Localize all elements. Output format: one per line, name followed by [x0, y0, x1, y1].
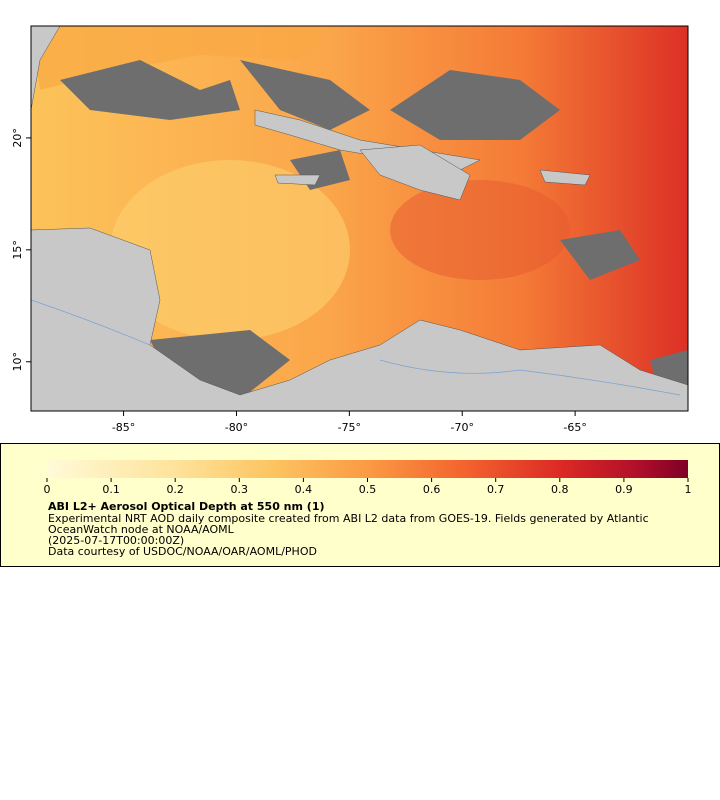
x-tick-label: -70° — [450, 421, 473, 434]
plot-frame — [30, 25, 689, 412]
legend-line: Experimental NRT AOD daily composite cre… — [48, 512, 649, 525]
colorbar-tick-label: 0.2 — [166, 483, 184, 496]
colorbar-tick-label: 0.1 — [102, 483, 120, 496]
colorbar — [47, 460, 688, 478]
colorbar-tick-label: 0.6 — [423, 483, 441, 496]
x-tick-label: -65° — [563, 421, 586, 434]
x-tick-label: -80° — [225, 421, 248, 434]
colorbar-tick-label: 0.3 — [231, 483, 249, 496]
colorbar-tick-label: 0.4 — [295, 483, 313, 496]
x-tick-label: -85° — [112, 421, 135, 434]
colorbar-tick-label: 0 — [44, 483, 51, 496]
colorbar-tick-label: 0.9 — [615, 483, 633, 496]
map-image — [31, 26, 688, 411]
y-tick-label: 20° — [11, 128, 24, 148]
colorbar-tick-label: 0.8 — [551, 483, 569, 496]
x-tick-label: -75° — [338, 421, 361, 434]
y-tick-label: 15° — [11, 240, 24, 260]
legend-title: ABI L2+ Aerosol Optical Depth at 550 nm … — [48, 500, 325, 513]
legend-line: (2025-07-17T00:00:00Z) — [48, 534, 184, 547]
colorbar-tick-label: 0.7 — [487, 483, 505, 496]
y-tick-label: 10° — [11, 352, 24, 372]
legend-line: Data courtesy of USDOC/NOAA/OAR/AOML/PHO… — [48, 545, 317, 558]
colorbar-tick-label: 1 — [685, 483, 692, 496]
colorbar-tick-label: 0.5 — [359, 483, 377, 496]
legend-line: OceanWatch node at NOAA/AOML — [48, 523, 235, 536]
